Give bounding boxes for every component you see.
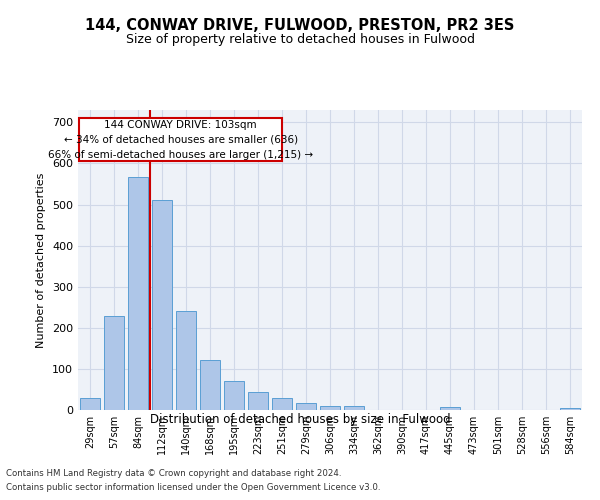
- Bar: [80, 398, 100, 410]
- Bar: [344, 406, 364, 410]
- Text: Contains HM Land Registry data © Crown copyright and database right 2024.: Contains HM Land Registry data © Crown c…: [6, 468, 341, 477]
- Text: Contains public sector information licensed under the Open Government Licence v3: Contains public sector information licen…: [6, 484, 380, 492]
- Bar: [296, 404, 316, 410]
- Bar: [320, 406, 340, 410]
- Bar: [440, 407, 460, 410]
- Bar: [248, 392, 268, 410]
- Bar: [128, 176, 148, 410]
- Bar: [104, 316, 124, 410]
- Bar: [200, 360, 220, 410]
- Text: Size of property relative to detached houses in Fulwood: Size of property relative to detached ho…: [125, 32, 475, 46]
- FancyBboxPatch shape: [79, 118, 282, 162]
- Bar: [272, 398, 292, 410]
- Bar: [224, 381, 244, 410]
- Y-axis label: Number of detached properties: Number of detached properties: [37, 172, 46, 348]
- Bar: [176, 312, 196, 410]
- Bar: [152, 200, 172, 410]
- Bar: [560, 408, 580, 410]
- Text: Distribution of detached houses by size in Fulwood: Distribution of detached houses by size …: [149, 412, 451, 426]
- Text: 144 CONWAY DRIVE: 103sqm
← 34% of detached houses are smaller (636)
66% of semi-: 144 CONWAY DRIVE: 103sqm ← 34% of detach…: [48, 120, 313, 160]
- Text: 144, CONWAY DRIVE, FULWOOD, PRESTON, PR2 3ES: 144, CONWAY DRIVE, FULWOOD, PRESTON, PR2…: [85, 18, 515, 32]
